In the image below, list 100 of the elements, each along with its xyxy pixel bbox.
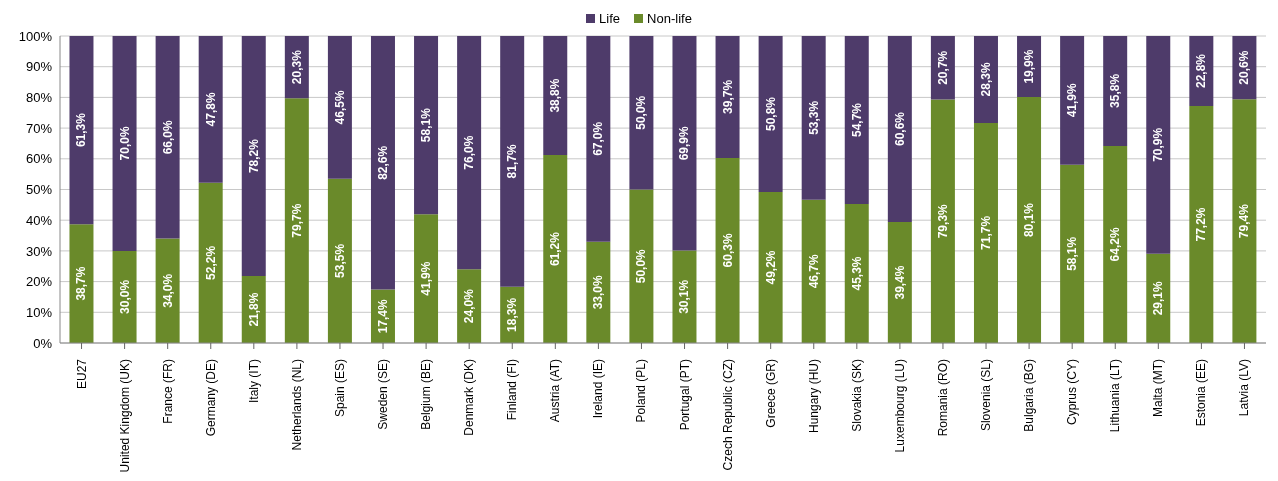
data-label: 78,2% [246, 138, 261, 174]
bar [930, 99, 955, 343]
data-label: 64,2% [1108, 227, 1123, 262]
x-tick-label: Lithuania (LT) [1108, 359, 1123, 433]
x-tick-label: Luxembourg (LU) [892, 359, 907, 453]
x-tick-label: United Kingdom (UK) [117, 359, 132, 473]
data-label: 50,0% [634, 248, 649, 284]
data-label: 49,2% [763, 250, 778, 285]
data-label: 19,9% [1022, 49, 1037, 84]
bar [543, 155, 568, 343]
bar [414, 214, 439, 343]
x-tick-label: Slovakia (SK) [849, 359, 864, 432]
x-tick-label: Ireland (IE) [591, 359, 606, 419]
bar [629, 36, 654, 190]
bar [414, 36, 439, 215]
bar [241, 36, 266, 277]
bar [284, 98, 309, 343]
bar [1232, 99, 1257, 343]
x-tick-label: Malta (MT) [1151, 359, 1166, 417]
data-label: 33,0% [591, 275, 606, 310]
y-tick-label: 10% [25, 304, 53, 320]
bar [327, 178, 352, 343]
data-label: 52,2% [203, 245, 218, 280]
y-tick-label: 50% [25, 182, 53, 198]
x-tick-label: Italy (IT) [246, 359, 261, 403]
data-label: 41,9% [1065, 82, 1080, 118]
data-label: 28,3% [978, 62, 993, 97]
data-label: 22,8% [1194, 53, 1209, 89]
x-tick-label: Hungary (HU) [806, 359, 821, 434]
bar [887, 36, 912, 223]
x-tick-label: Greece (GR) [763, 359, 778, 428]
x-tick-label: Denmark (DK) [462, 359, 477, 436]
data-label: 41,9% [419, 261, 434, 296]
bar [155, 36, 180, 239]
data-label: 21,8% [246, 292, 261, 327]
bar [327, 36, 352, 179]
bar [1103, 145, 1128, 343]
bar [1060, 36, 1085, 165]
bar [758, 191, 783, 343]
y-tick-label: 40% [25, 212, 53, 228]
data-label: 39,4% [892, 265, 907, 300]
x-tick-label: Poland (PL) [634, 359, 649, 423]
x-tick-label: Sweden (SE) [376, 359, 391, 430]
bar [69, 36, 94, 225]
data-label: 29,1% [1151, 280, 1166, 316]
data-label: 50,0% [634, 95, 649, 130]
bar [586, 36, 611, 242]
x-tick-label: Netherlands (NL) [289, 359, 304, 451]
bar [1060, 164, 1085, 343]
legend-label: Non-life [646, 10, 692, 26]
x-tick-label: Belgium (BE) [419, 359, 434, 430]
data-label: 70,9% [1151, 127, 1166, 162]
data-label: 71,7% [978, 215, 993, 250]
data-label: 79,4% [1237, 203, 1252, 239]
bar [672, 36, 697, 251]
bar [1146, 36, 1171, 254]
bar [198, 182, 223, 343]
data-label: 38,8% [548, 78, 563, 113]
bar [844, 203, 869, 343]
x-tick-label: Austria (AT) [548, 359, 563, 423]
data-label: 67,0% [591, 121, 606, 156]
x-tick-label: Latvia (LV) [1237, 359, 1252, 417]
data-label: 79,3% [935, 203, 950, 239]
data-label: 79,7% [289, 203, 304, 238]
data-label: 60,3% [720, 233, 735, 268]
x-tick-label: France (FR) [160, 359, 175, 424]
data-label: 76,0% [462, 135, 477, 170]
x-tick-label: Portugal (PT) [677, 359, 692, 431]
x-tick-label: Cyprus (CY) [1065, 359, 1080, 426]
x-tick-label: Bulgaria (BG) [1022, 359, 1037, 432]
data-label: 46,5% [332, 90, 347, 125]
data-label: 82,6% [375, 145, 390, 180]
data-label: 58,1% [1065, 236, 1080, 271]
y-tick-label: 100% [18, 28, 53, 44]
data-label: 18,3% [505, 297, 520, 332]
bar [500, 36, 525, 287]
data-label: 58,1% [419, 107, 434, 143]
data-label: 60,6% [892, 111, 907, 147]
legend-label: Life [598, 10, 621, 26]
data-label: 20,3% [289, 49, 304, 85]
x-tick-label: Slovenia (SL) [979, 359, 994, 432]
x-tick-label: Spain (ES) [332, 359, 347, 418]
y-tick-label: 60% [25, 151, 53, 167]
x-tick-label: Germany (DE) [203, 359, 218, 437]
bar [844, 36, 869, 204]
x-tick-label: Finland (FI) [505, 359, 520, 421]
data-label: 77,2% [1194, 207, 1209, 242]
y-tick-label: 0% [33, 335, 53, 351]
data-label: 53,5% [332, 243, 347, 278]
bar [457, 36, 482, 270]
data-label: 45,3% [849, 256, 864, 291]
data-label: 80,1% [1022, 202, 1037, 238]
bar [69, 224, 94, 343]
bar [155, 238, 180, 343]
bar [715, 36, 740, 158]
data-label: 81,7% [505, 144, 520, 179]
data-label: 24,0% [462, 288, 477, 324]
data-label: 34,0% [160, 273, 175, 308]
bar [715, 157, 740, 343]
bar [1103, 36, 1128, 146]
